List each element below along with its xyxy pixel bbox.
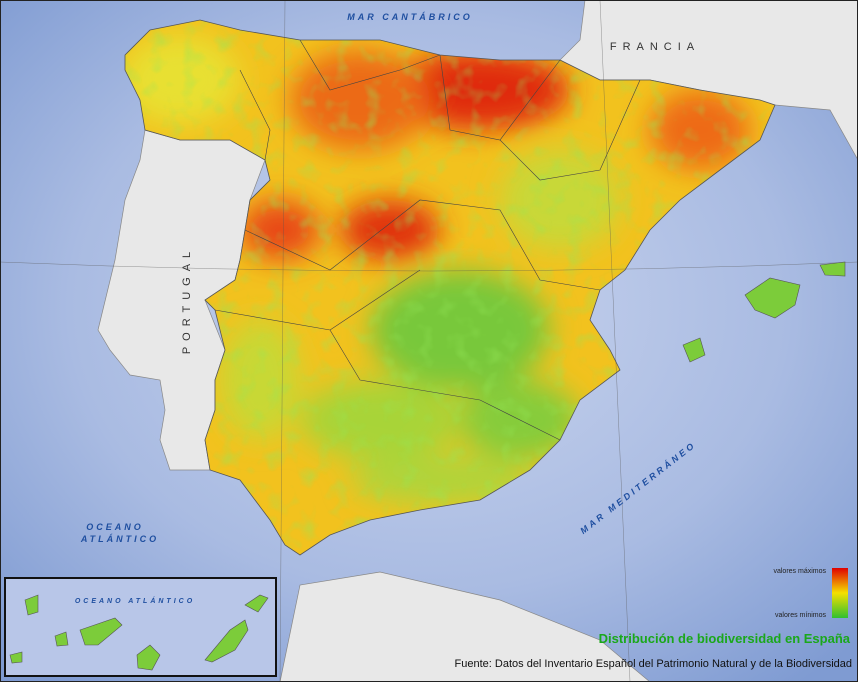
label-cantabrico: MAR CANTÁBRICO — [347, 12, 473, 22]
legend-bar — [832, 568, 848, 618]
label-atlantico: ATLÁNTICO — [80, 534, 159, 544]
inset-label: OCEANO ATLÁNTICO — [75, 596, 195, 605]
label-oceano: OCEANO — [86, 522, 144, 532]
label-portugal: PORTUGAL — [181, 246, 193, 354]
region-borders — [214, 39, 641, 441]
legend-min: valores mínimos — [775, 612, 826, 619]
balearic-islands — [682, 261, 846, 363]
source: Fuente: Datos del Inventario Español del… — [455, 658, 852, 670]
title: Distribución de biodiversidad en España — [599, 631, 851, 646]
biodiversity-layer — [125, 20, 775, 555]
label-francia: FRANCIA — [610, 41, 700, 53]
africa — [279, 571, 651, 682]
legend-max: valores máximos — [773, 568, 826, 575]
canary-inset: OCEANO ATLÁNTICO — [4, 577, 277, 677]
